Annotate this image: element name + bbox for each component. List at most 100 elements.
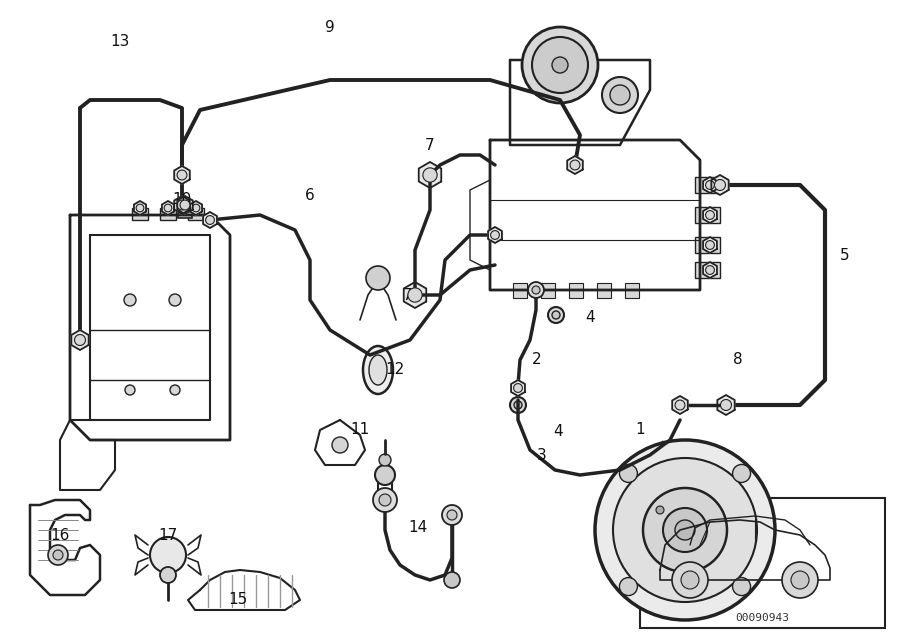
Circle shape xyxy=(733,578,751,596)
Polygon shape xyxy=(404,282,427,308)
Bar xyxy=(513,283,527,298)
Polygon shape xyxy=(418,162,441,188)
Bar xyxy=(160,208,176,220)
Text: 5: 5 xyxy=(841,248,850,262)
Bar xyxy=(625,283,639,298)
Circle shape xyxy=(570,160,580,170)
Circle shape xyxy=(373,488,397,512)
Polygon shape xyxy=(134,201,146,215)
Text: 15: 15 xyxy=(229,592,248,608)
Text: 4: 4 xyxy=(554,425,562,439)
Circle shape xyxy=(75,335,86,345)
Circle shape xyxy=(663,508,707,552)
Bar xyxy=(695,262,720,278)
Circle shape xyxy=(514,384,522,392)
Polygon shape xyxy=(190,201,203,215)
Bar xyxy=(597,283,611,298)
Text: 2: 2 xyxy=(532,352,542,368)
Polygon shape xyxy=(703,262,717,278)
Polygon shape xyxy=(703,207,717,223)
Circle shape xyxy=(379,494,391,506)
Circle shape xyxy=(332,437,348,453)
Polygon shape xyxy=(672,396,688,414)
Circle shape xyxy=(522,27,598,103)
Circle shape xyxy=(125,385,135,395)
Text: 00090943: 00090943 xyxy=(735,613,789,623)
Circle shape xyxy=(48,545,68,565)
Bar xyxy=(188,208,204,220)
Text: 11: 11 xyxy=(350,422,370,438)
Polygon shape xyxy=(177,196,193,214)
Circle shape xyxy=(619,464,637,483)
Circle shape xyxy=(193,204,200,212)
Circle shape xyxy=(552,311,560,319)
Circle shape xyxy=(706,265,715,274)
Text: 13: 13 xyxy=(111,34,130,50)
Bar xyxy=(132,208,148,220)
Circle shape xyxy=(675,400,685,410)
Ellipse shape xyxy=(363,346,393,394)
Bar xyxy=(640,498,885,628)
Circle shape xyxy=(715,180,725,190)
Polygon shape xyxy=(703,177,717,193)
Circle shape xyxy=(619,578,637,596)
Circle shape xyxy=(164,204,172,212)
Circle shape xyxy=(442,505,462,525)
Bar xyxy=(178,200,192,218)
Circle shape xyxy=(681,571,699,589)
Text: 17: 17 xyxy=(158,528,177,542)
Polygon shape xyxy=(717,395,734,415)
Text: 6: 6 xyxy=(305,187,315,203)
Circle shape xyxy=(491,231,500,239)
Circle shape xyxy=(706,180,715,189)
Circle shape xyxy=(423,168,437,182)
Circle shape xyxy=(613,458,757,602)
Circle shape xyxy=(532,37,588,93)
Circle shape xyxy=(177,170,187,180)
Text: 12: 12 xyxy=(385,363,405,377)
Circle shape xyxy=(675,520,695,540)
Polygon shape xyxy=(488,227,502,243)
Circle shape xyxy=(375,465,395,485)
Polygon shape xyxy=(162,201,174,215)
Circle shape xyxy=(447,510,457,520)
Text: 7: 7 xyxy=(403,288,413,302)
Polygon shape xyxy=(567,156,583,174)
Circle shape xyxy=(532,286,540,294)
Circle shape xyxy=(160,567,176,583)
Circle shape xyxy=(366,266,390,290)
Polygon shape xyxy=(175,166,190,184)
Circle shape xyxy=(53,550,63,560)
Text: 7: 7 xyxy=(425,138,435,152)
Circle shape xyxy=(177,200,187,210)
Bar xyxy=(541,283,555,298)
Text: 16: 16 xyxy=(50,528,69,542)
Polygon shape xyxy=(703,237,717,253)
Ellipse shape xyxy=(369,355,387,385)
Circle shape xyxy=(643,488,727,572)
Text: 3: 3 xyxy=(537,448,547,462)
Circle shape xyxy=(721,399,732,410)
Text: 4: 4 xyxy=(585,311,595,326)
Polygon shape xyxy=(71,330,89,350)
Polygon shape xyxy=(175,196,190,214)
Circle shape xyxy=(656,506,664,514)
Bar xyxy=(695,237,720,253)
Circle shape xyxy=(548,307,564,323)
Polygon shape xyxy=(511,380,525,396)
Circle shape xyxy=(672,562,708,598)
Bar xyxy=(695,207,720,223)
Circle shape xyxy=(706,211,715,220)
Text: 10: 10 xyxy=(173,192,192,208)
Circle shape xyxy=(791,571,809,589)
Circle shape xyxy=(136,204,144,212)
Circle shape xyxy=(706,241,715,250)
Circle shape xyxy=(733,464,751,483)
Circle shape xyxy=(169,294,181,306)
Circle shape xyxy=(408,288,422,302)
Circle shape xyxy=(528,282,544,298)
Circle shape xyxy=(180,200,190,210)
Circle shape xyxy=(124,294,136,306)
Circle shape xyxy=(552,57,568,73)
Polygon shape xyxy=(711,175,729,195)
